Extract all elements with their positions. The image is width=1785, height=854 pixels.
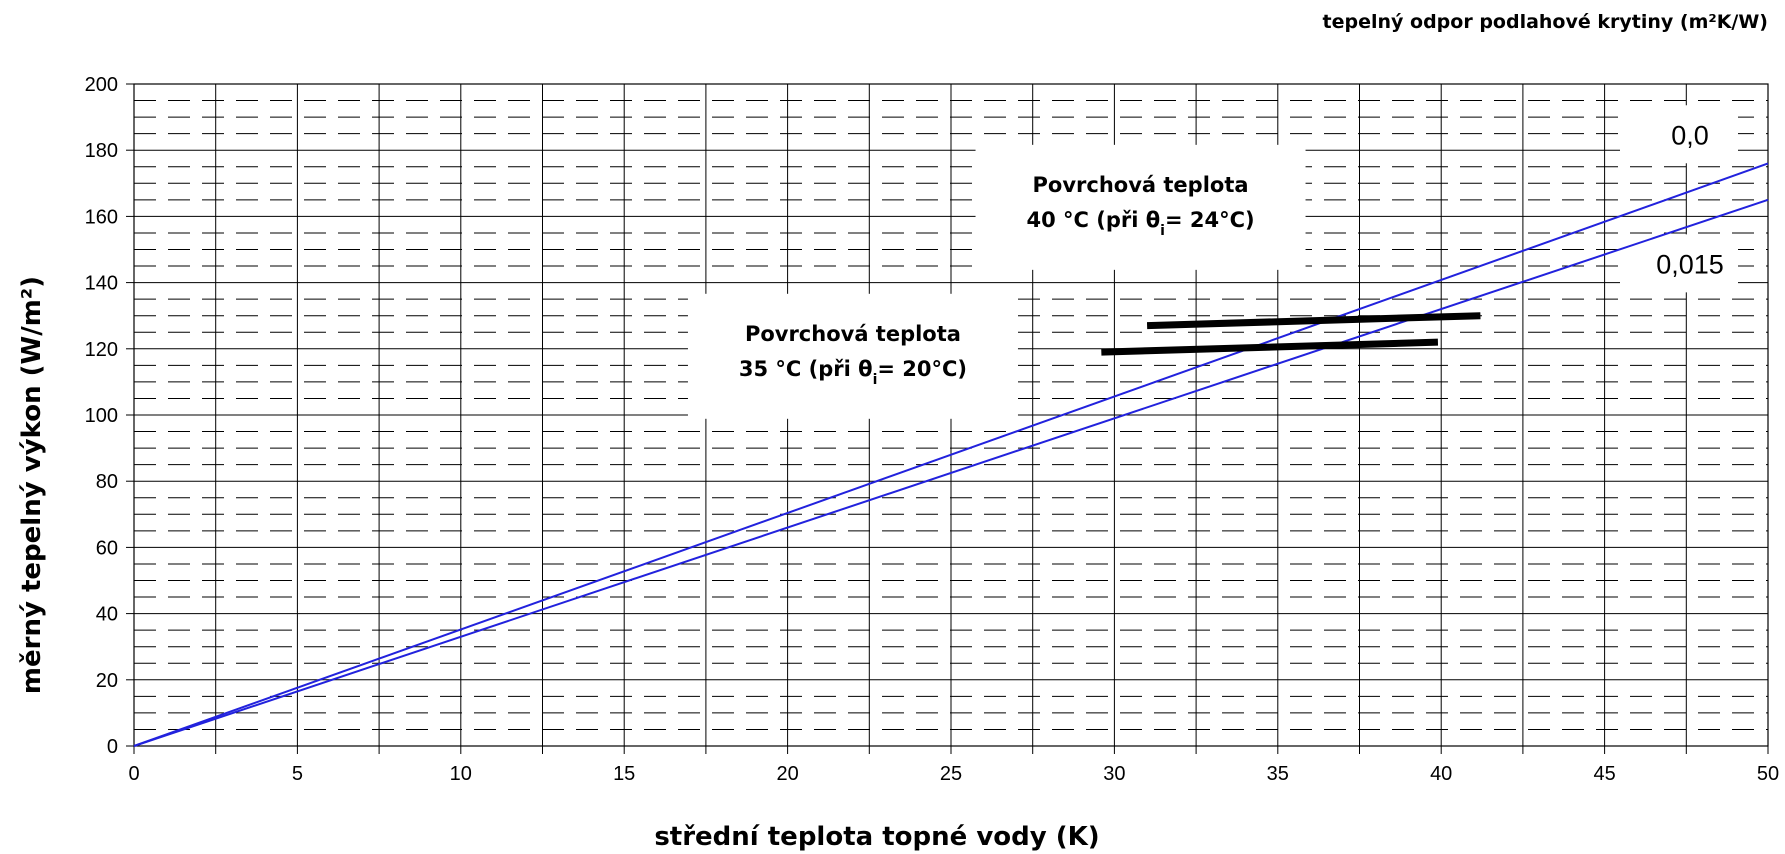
x-tick-label: 0 <box>128 763 139 785</box>
series-label-box <box>1620 234 1738 293</box>
annotation-subscript: i <box>1160 223 1165 239</box>
annotation-line2: 35 °C (při θi= 20°C) <box>739 357 967 388</box>
x-tick-label: 5 <box>292 763 303 785</box>
y-tick-label: 120 <box>85 339 118 361</box>
x-tick-label: 15 <box>613 763 635 785</box>
annotation-prefix: 35 °C (při θ <box>739 357 873 381</box>
series-label: 0,0 <box>1671 120 1709 150</box>
series-label: 0,015 <box>1656 249 1724 279</box>
series-line <box>133 162 1769 747</box>
legend-title: tepelný odpor podlahové krytiny (m²K/W) <box>1323 11 1768 33</box>
annotation-box <box>975 144 1306 270</box>
limit-line <box>1146 312 1481 330</box>
annotation-suffix: = 24°C) <box>1165 208 1255 232</box>
annotation-suffix: = 20°C) <box>877 357 967 381</box>
limit-line <box>1101 338 1439 356</box>
y-tick-label: 160 <box>85 206 118 228</box>
series-labels: 0,0 0,015 <box>1656 120 1724 279</box>
tick-labels: 0 20 40 60 80 100 120 140 160 180 200 0 5 10 15 20 25 30 3… <box>85 74 1780 785</box>
y-tick-label: 40 <box>96 604 118 626</box>
annotation-boxes <box>687 105 1738 419</box>
annotation-line1: Povrchová teplota <box>745 322 961 346</box>
y-tick-label: 20 <box>96 670 118 692</box>
annotation-line1: Povrchová teplota <box>1033 173 1249 197</box>
y-tick-label: 60 <box>96 537 118 559</box>
annotation-subscript: i <box>873 372 878 388</box>
x-tick-label: 25 <box>940 763 962 785</box>
series-line <box>133 198 1769 747</box>
y-tick-label: 80 <box>96 471 118 493</box>
x-tick-label: 45 <box>1593 763 1615 785</box>
y-tick-label: 0 <box>107 736 118 758</box>
x-tick-label: 30 <box>1103 763 1125 785</box>
series-label-box <box>1620 105 1738 164</box>
y-tick-label: 100 <box>85 405 118 427</box>
x-tick-label: 20 <box>776 763 798 785</box>
annotation-box <box>687 293 1018 419</box>
y-tick-label: 200 <box>85 74 118 96</box>
series-lines <box>133 162 1769 747</box>
annotation-prefix: 40 °C (při θ <box>1026 208 1160 232</box>
plot-border <box>133 83 1769 747</box>
limit-lines <box>1101 312 1481 356</box>
x-tick-label: 50 <box>1757 763 1779 785</box>
x-tick-label: 35 <box>1267 763 1289 785</box>
y-tick-label: 180 <box>85 140 118 162</box>
x-tick-label: 40 <box>1430 763 1452 785</box>
y-tick-label: 140 <box>85 273 118 295</box>
major-grid <box>126 83 1769 754</box>
x-axis-title: střední teplota topné vody (K) <box>654 822 1099 852</box>
x-tick-label: 10 <box>450 763 472 785</box>
y-axis-title: měrný tepelný výkon (W/m²) <box>17 276 47 694</box>
annotation-line2: 40 °C (při θi= 24°C) <box>1026 208 1254 239</box>
